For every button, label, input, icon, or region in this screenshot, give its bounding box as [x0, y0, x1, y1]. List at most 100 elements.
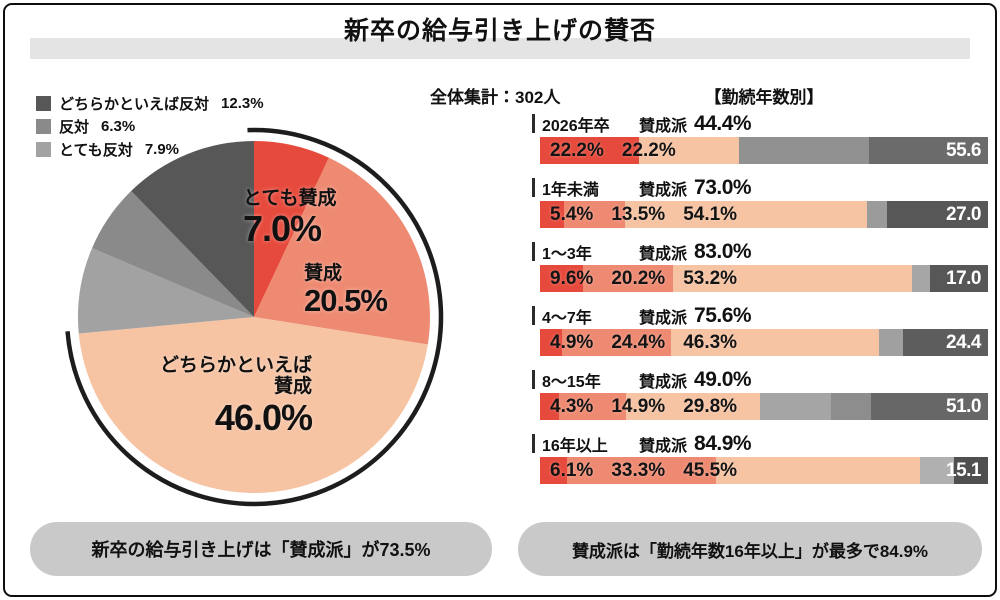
- bar-segment-1-2: [624, 201, 868, 228]
- bar-segment-2-1: [583, 265, 674, 292]
- bar-group-label: 16年以上: [542, 437, 608, 455]
- bar-segment-label: 20.2%: [611, 267, 666, 289]
- legend-item-value: 12.3%: [221, 95, 264, 112]
- bar-segment-labels: 22.2% 22.2%: [550, 137, 676, 164]
- bar-segment-label: 14.9%: [611, 395, 666, 417]
- bar-segment-0-0: [540, 137, 640, 164]
- legend-item-value: 6.3%: [101, 118, 136, 135]
- bar-segment-5-3: [920, 457, 954, 484]
- bar-segment-labels: 5.4% 13.5% 54.1%: [550, 201, 737, 228]
- bar-favor-label: 賛成派: [639, 117, 688, 135]
- bar-segment-label: 5.4%: [550, 203, 594, 225]
- bar-head-3: 4〜7年 賛成派 75.6%: [532, 303, 992, 328]
- pie-label-somewhat-favor-name2: 賛成: [273, 376, 312, 398]
- bar-segment-label: 24.4%: [611, 331, 666, 353]
- group-tick: [532, 242, 535, 261]
- bar-favor-label: 賛成派: [639, 373, 688, 391]
- pie-label-very-favor-value: 7.0%: [243, 208, 322, 250]
- legend-item-value: 7.9%: [144, 141, 180, 158]
- bar-segment-labels: 9.6% 20.2% 53.2%: [550, 265, 737, 292]
- pie-label-somewhat-favor-name: どちらかといえば: [159, 355, 312, 376]
- total-count-label: 全体集計：302人: [430, 88, 561, 107]
- bar-segment-label: 13.5%: [611, 203, 666, 225]
- bar-segment-labels: 4.9% 24.4% 46.3%: [550, 329, 737, 356]
- bar-favor-label: 賛成派: [639, 437, 688, 455]
- bar-segment-5-2: [716, 457, 921, 484]
- group-tick: [532, 114, 535, 133]
- bar-segment-5-4: [953, 457, 988, 484]
- bar-opposition-total: 55.6: [946, 139, 981, 161]
- bar-segment-label: 54.1%: [683, 203, 738, 225]
- section-title: 【勤続年数別】: [704, 88, 824, 107]
- bar-row-0: 2026年卒 賛成派 44.4% 22.2% 22.2% 55.6: [532, 111, 992, 164]
- bar-segment-3-1: [561, 329, 672, 356]
- bar-segment-label: 22.2%: [621, 139, 676, 161]
- bar-segment-2-4: [929, 265, 988, 292]
- bar-favor-percent: 44.4%: [694, 111, 752, 135]
- bar-segment-label: 9.6%: [550, 267, 594, 289]
- bar-track-0: 22.2% 22.2% 55.6: [540, 137, 988, 164]
- bar-segment-label: 46.3%: [683, 331, 738, 353]
- bar-segment-4-4: [831, 393, 872, 420]
- legend-swatch-icon: [36, 96, 51, 111]
- bar-segment-1-3: [867, 201, 888, 228]
- bar-segment-3-0: [540, 329, 562, 356]
- legend-item-0: どちらかといえば反対 12.3%: [36, 92, 264, 115]
- group-tick: [532, 370, 535, 389]
- bar-favor-percent: 73.0%: [694, 175, 752, 199]
- bar-opposition-total: 51.0: [946, 395, 981, 417]
- bar-row-3: 4〜7年 賛成派 75.6% 4.9% 24.4% 46.3% 24.4: [532, 303, 992, 356]
- bar-segment-4-0: [540, 393, 560, 420]
- bar-head-5: 16年以上 賛成派 84.9%: [532, 431, 992, 456]
- pie-chart: [65, 127, 444, 507]
- pie-slice-somewhat-favor: [78, 317, 428, 493]
- bar-head-2: 1〜3年 賛成派 83.0%: [532, 239, 992, 264]
- bar-group-label: 1〜3年: [542, 245, 592, 263]
- pie-label-favor: 賛成 20.5%: [304, 263, 388, 319]
- bar-segment-5-0: [540, 457, 568, 484]
- bar-track-5: 6.1% 33.3% 45.5% 15.1: [540, 457, 988, 484]
- bar-segment-1-4: [887, 201, 988, 228]
- bar-group-label: 4〜7年: [542, 309, 592, 327]
- bar-opposition-total: 15.1: [946, 459, 981, 481]
- bar-segment-labels: 4.3% 14.9% 29.8%: [550, 393, 737, 420]
- bar-favor-label: 賛成派: [639, 309, 688, 327]
- pie-slice-very-favor: [254, 141, 329, 317]
- pie-label-favor-value: 20.5%: [304, 283, 388, 319]
- bar-segment-3-4: [902, 329, 988, 356]
- bar-segment-1-0: [540, 201, 565, 228]
- pie-slice-somewhat-oppose: [131, 141, 254, 317]
- pie-label-very-favor: とても賛成 7.0%: [243, 188, 336, 250]
- pie-slice-oppose: [92, 191, 254, 317]
- bar-favor-percent: 49.0%: [694, 367, 752, 391]
- page-title: 新卒の給与引き上げの賛否: [343, 17, 656, 45]
- bar-track-2: 9.6% 20.2% 53.2% 17.0: [540, 265, 988, 292]
- bar-track-4: 4.3% 14.9% 29.8% 51.0: [540, 393, 988, 420]
- bar-segment-2-3: [911, 265, 930, 292]
- bar-head-4: 8〜15年 賛成派 49.0%: [532, 367, 992, 392]
- bar-segment-2-0: [540, 265, 583, 292]
- summary-pill-right: 賛成派は「勤続年数16年以上」が最多で84.9%: [518, 522, 982, 576]
- pie-label-very-favor-name: とても賛成: [243, 188, 337, 209]
- bar-segment-label: 4.9%: [550, 331, 594, 353]
- bar-favor-percent: 75.6%: [694, 303, 752, 327]
- bar-segment-label: 53.2%: [683, 267, 738, 289]
- pie-label-somewhat-favor-value: 46.0%: [214, 396, 313, 438]
- title-highlight-band: [30, 38, 970, 59]
- bar-segment-label: 29.8%: [683, 395, 738, 417]
- summary-pill-left: 新卒の給与引き上げは「賛成派」が73.5%: [30, 522, 492, 576]
- legend-swatch-icon: [36, 119, 51, 134]
- favor-highlight-arc: [65, 127, 444, 507]
- bar-head-1: 1年未満 賛成派 73.0%: [532, 175, 992, 200]
- bar-segment-0-3: [868, 137, 988, 164]
- pie-slice-very-oppose: [77, 248, 254, 334]
- bar-segment-label: 33.3%: [611, 459, 666, 481]
- bar-segment-0-2: [738, 137, 869, 164]
- legend-item-label: とても反対: [59, 142, 133, 159]
- bar-segment-label: 4.3%: [550, 395, 594, 417]
- bar-row-1: 1年未満 賛成派 73.0% 5.4% 13.5% 54.1% 27.0: [532, 175, 992, 228]
- bar-segment-3-3: [878, 329, 903, 356]
- group-tick: [532, 306, 535, 325]
- bar-segment-4-5: [871, 393, 988, 420]
